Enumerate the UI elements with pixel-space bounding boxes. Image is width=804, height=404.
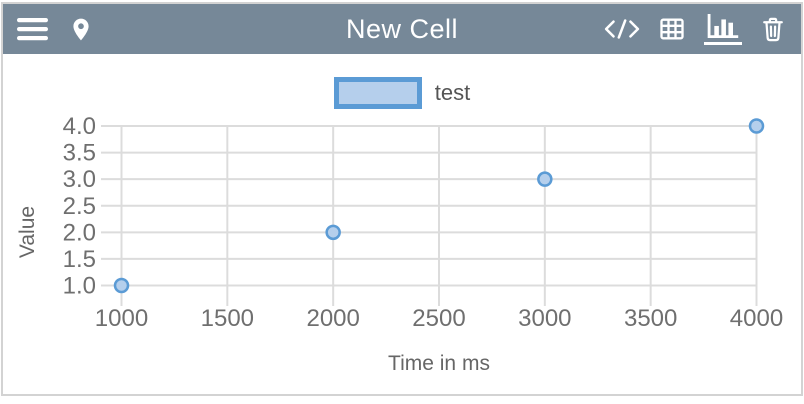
y-tick-label: 2.5 [63, 193, 96, 220]
location-pin-icon[interactable] [68, 16, 94, 43]
x-tick-label: 3000 [518, 305, 571, 332]
x-tick-label: 2000 [306, 305, 359, 332]
x-tick-label: 1500 [201, 305, 254, 332]
header-left-group [3, 16, 94, 43]
trash-icon[interactable] [759, 15, 787, 43]
x-tick-label: 3500 [624, 305, 677, 332]
code-icon[interactable] [604, 16, 640, 42]
table-icon[interactable] [657, 15, 687, 43]
data-point [113, 277, 130, 294]
data-point [537, 171, 553, 187]
header-right-group [604, 13, 801, 45]
y-tick-label: 3.5 [63, 140, 96, 167]
cell-card [1, 2, 803, 396]
y-tick-label: 4.0 [63, 113, 96, 140]
bar-chart-icon[interactable] [704, 13, 742, 45]
scatter-plot[interactable]: 1000 1500 2000 2500 3000 3500 4000 1.01.52.02.5… [0, 104, 804, 400]
x-tick-label: 2500 [412, 305, 465, 332]
x-tick-label: 1000 [95, 305, 148, 332]
legend-swatch [333, 77, 422, 109]
data-point [748, 118, 765, 134]
y-tick-label: 1.0 [63, 273, 96, 300]
x-tick-label: 4000 [730, 305, 783, 332]
y-tick-label: 3.0 [63, 166, 96, 193]
y-tick-label: 1.5 [63, 246, 96, 273]
data-point [325, 224, 341, 241]
menu-icon[interactable] [17, 17, 48, 41]
x-axis-title: Time in ms [388, 352, 490, 375]
chart-legend: test [0, 77, 804, 109]
legend-label: test [434, 80, 471, 105]
header-bar: New Cell [3, 4, 801, 54]
y-axis-title: Value [16, 206, 39, 258]
y-tick-label: 2.0 [63, 219, 96, 246]
